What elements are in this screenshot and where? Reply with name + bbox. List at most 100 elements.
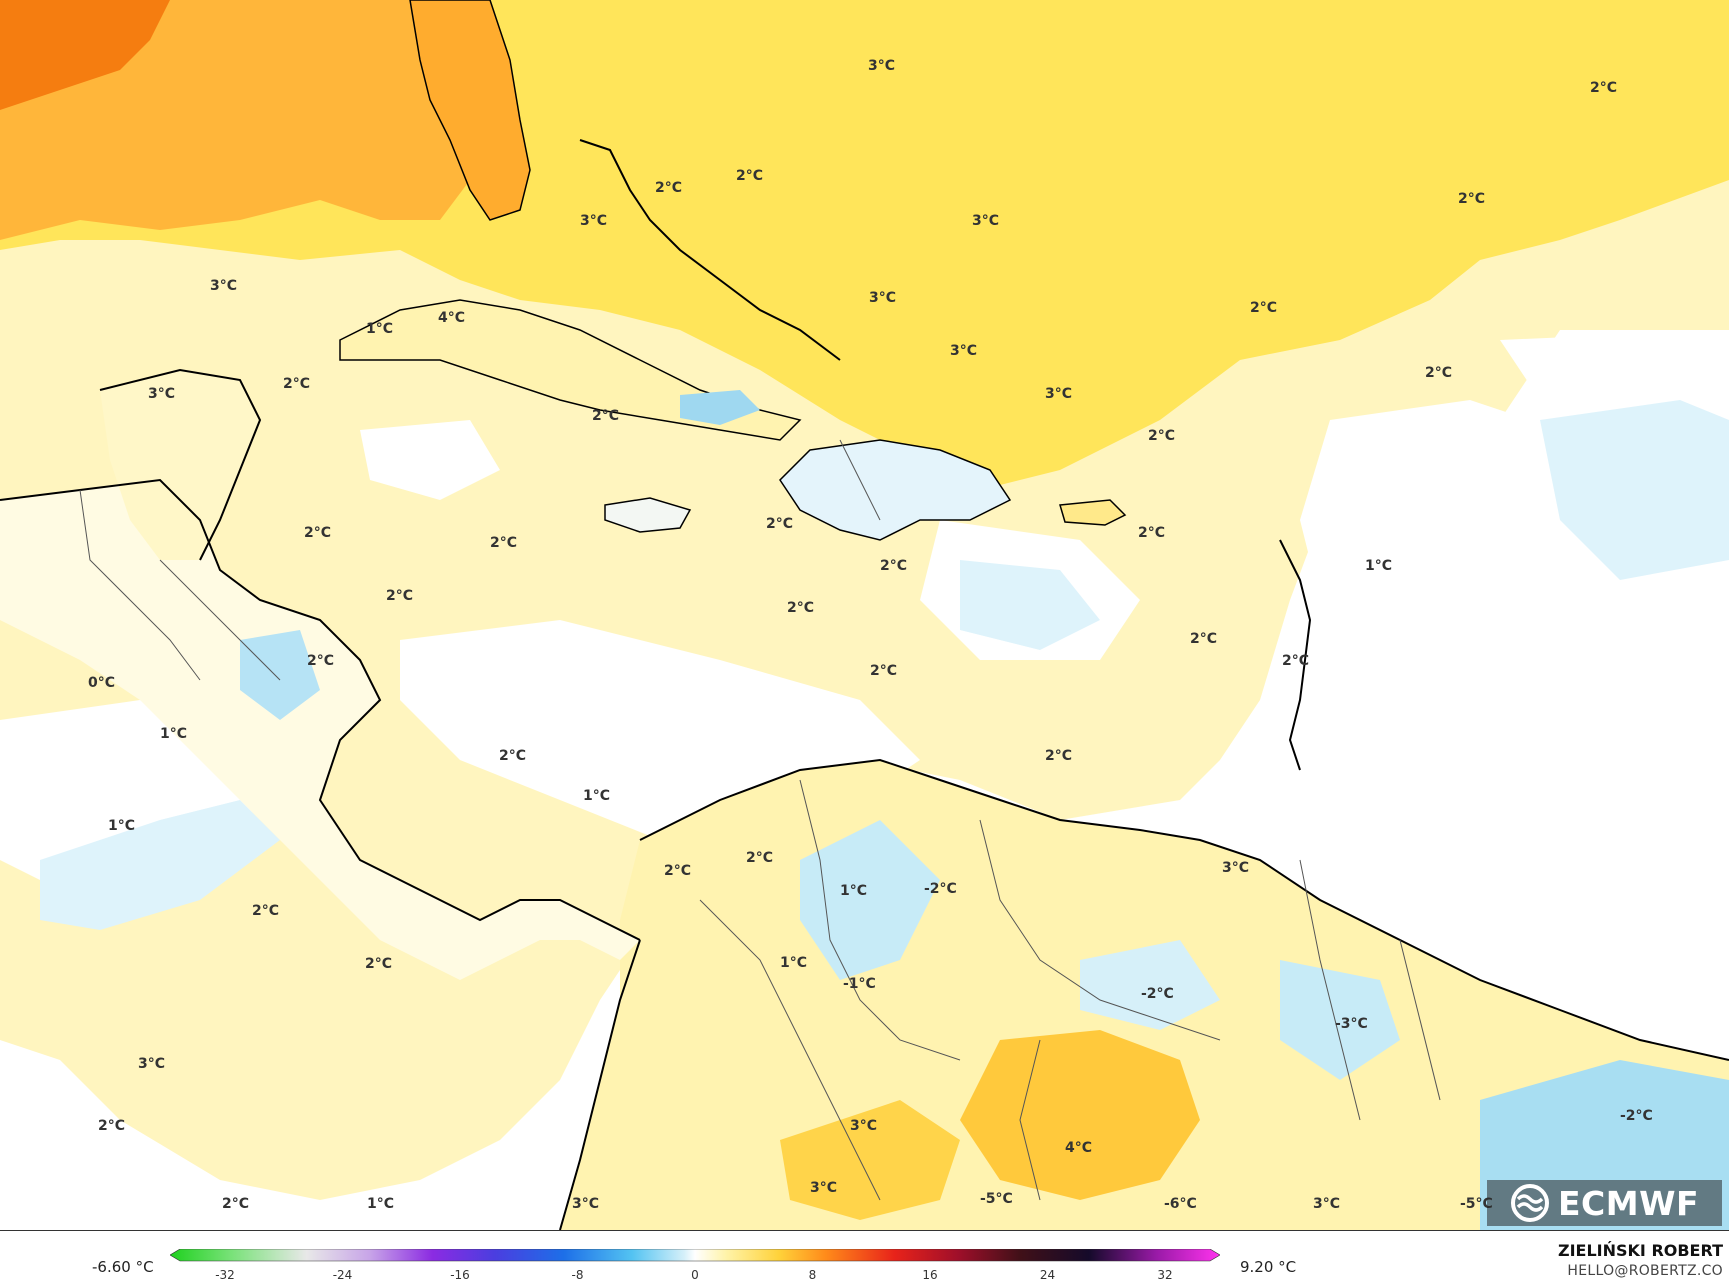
map-label: 2°C [307, 653, 334, 669]
map-label: 2°C [1138, 525, 1165, 541]
map-label: 1°C [840, 883, 867, 899]
map-label: 1°C [780, 955, 807, 971]
map-label: 3°C [868, 58, 895, 74]
country-borders [79, 439, 1441, 1201]
author-email: HELLO@ROBERTZ.CO [1567, 1263, 1723, 1279]
anomaly-land-blue-ca [240, 630, 320, 720]
anomaly-dark-orange [0, 0, 170, 110]
map-label: 3°C [1313, 1196, 1340, 1212]
map-label: 2°C [655, 180, 682, 196]
map-label: 2°C [746, 850, 773, 866]
map-label: 3°C [572, 1196, 599, 1212]
map-label: 3°C [810, 1180, 837, 1196]
map-label: 2°C [490, 535, 517, 551]
land-yucatan [100, 370, 260, 560]
map-label: 2°C [880, 558, 907, 574]
map-label: 2°C [766, 516, 793, 532]
colorbar-tick-label: -8 [572, 1268, 584, 1282]
land-jamaica [604, 497, 692, 533]
map-label: 2°C [787, 600, 814, 616]
colorbar-tick-label: -24 [333, 1268, 353, 1282]
map-label: 2°C [252, 903, 279, 919]
map-label: 1°C [583, 788, 610, 804]
land-florida [409, 0, 531, 221]
map-label: 4°C [438, 310, 465, 326]
map-labels: 3°C 2°C 2°C 3°C 2°C 3°C 3°C 2°C 3°C 1°C … [88, 58, 1653, 1212]
land-hispaniola [779, 439, 1012, 541]
map-label: 1°C [366, 321, 393, 337]
map-label: 2°C [1045, 748, 1072, 764]
map-label: 2°C [283, 376, 310, 392]
map-label: -3°C [1335, 1016, 1368, 1032]
map-label: 3°C [972, 213, 999, 229]
map-label: 2°C [1190, 631, 1217, 647]
colorbar-area: -6.60 °C [0, 1230, 1729, 1288]
map-label: 2°C [1590, 80, 1617, 96]
colorbar-tick-label: 32 [1157, 1268, 1172, 1282]
map-label: 1°C [367, 1196, 394, 1212]
map-label: 2°C [98, 1118, 125, 1134]
map-label: 2°C [499, 748, 526, 764]
map-label: -5°C [1460, 1196, 1493, 1212]
anomaly-cuba-blue [680, 390, 760, 425]
map-label: -2°C [1620, 1108, 1653, 1124]
map-label: -2°C [1141, 986, 1174, 1002]
ecmwf-logo-text: ECMWF [1557, 1183, 1700, 1223]
colorbar-tick-label: -16 [450, 1268, 470, 1282]
map-label: 2°C [1282, 653, 1309, 669]
anomaly-light-blue-1 [40, 800, 280, 930]
map-label: 0°C [88, 675, 115, 691]
anomaly-light-blue-3 [960, 560, 1100, 650]
ecmwf-swirl-icon [1510, 1184, 1549, 1222]
map-label: 2°C [1250, 300, 1277, 316]
map-label: 3°C [138, 1056, 165, 1072]
map-label: 2°C [736, 168, 763, 184]
anomaly-land-orange-1 [960, 1030, 1200, 1200]
temperature-anomaly-map: 3°C 2°C 2°C 3°C 2°C 3°C 3°C 2°C 3°C 1°C … [0, 0, 1729, 1230]
map-label: 2°C [592, 408, 619, 424]
land-central-america [0, 480, 640, 980]
map-label: 2°C [1425, 365, 1452, 381]
map-label: 2°C [386, 588, 413, 604]
colorbar-tick-label: 24 [1040, 1268, 1055, 1282]
anomaly-light-blue-2 [1540, 400, 1729, 580]
anomaly-land-orange-2 [780, 1100, 960, 1220]
map-label: 2°C [365, 956, 392, 972]
colorbar-tick-label: 16 [922, 1268, 937, 1282]
coastlines [0, 139, 1729, 1230]
map-label: 2°C [222, 1196, 249, 1212]
colorbar-gradient [170, 1249, 1220, 1262]
map-label: 3°C [580, 213, 607, 229]
colorbar-max-label: 9.20 °C [1240, 1258, 1297, 1276]
map-label: 3°C [210, 278, 237, 294]
map-label: 2°C [1458, 191, 1485, 207]
map-label: 2°C [664, 863, 691, 879]
anomaly-white-patch-5 [360, 420, 500, 500]
map-label: -2°C [924, 881, 957, 897]
map-label: 1°C [160, 726, 187, 742]
anomaly-white-patch-1 [1300, 400, 1580, 640]
map-label: 3°C [1222, 860, 1249, 876]
colorbar: -32 -24 -16 -8 0 8 16 24 32 [170, 1249, 1220, 1282]
author-name: ZIELIŃSKI ROBERT [1557, 1241, 1723, 1260]
colorbar-tick-label: 8 [809, 1268, 817, 1282]
map-label: 2°C [304, 525, 331, 541]
map-label: -5°C [980, 1191, 1013, 1207]
map-label: -1°C [843, 976, 876, 992]
map-label: 2°C [1148, 428, 1175, 444]
colorbar-ticks: -32 -24 -16 -8 0 8 16 24 32 [215, 1268, 1172, 1282]
map-label: 1°C [108, 818, 135, 834]
colorbar-tick-label: 0 [691, 1268, 699, 1282]
ecmwf-logo: ECMWF [1487, 1180, 1722, 1226]
map-label: 3°C [148, 386, 175, 402]
map-label: 1°C [1365, 558, 1392, 574]
anomaly-land-blue-2 [800, 820, 940, 980]
land-puerto-rico [1059, 499, 1127, 526]
colorbar-min-label: -6.60 °C [92, 1258, 154, 1276]
map-label: 3°C [850, 1118, 877, 1134]
map-label: 3°C [950, 343, 977, 359]
colorbar-tick-label: -32 [215, 1268, 235, 1282]
map-label: 3°C [1045, 386, 1072, 402]
map-label: -6°C [1164, 1196, 1197, 1212]
